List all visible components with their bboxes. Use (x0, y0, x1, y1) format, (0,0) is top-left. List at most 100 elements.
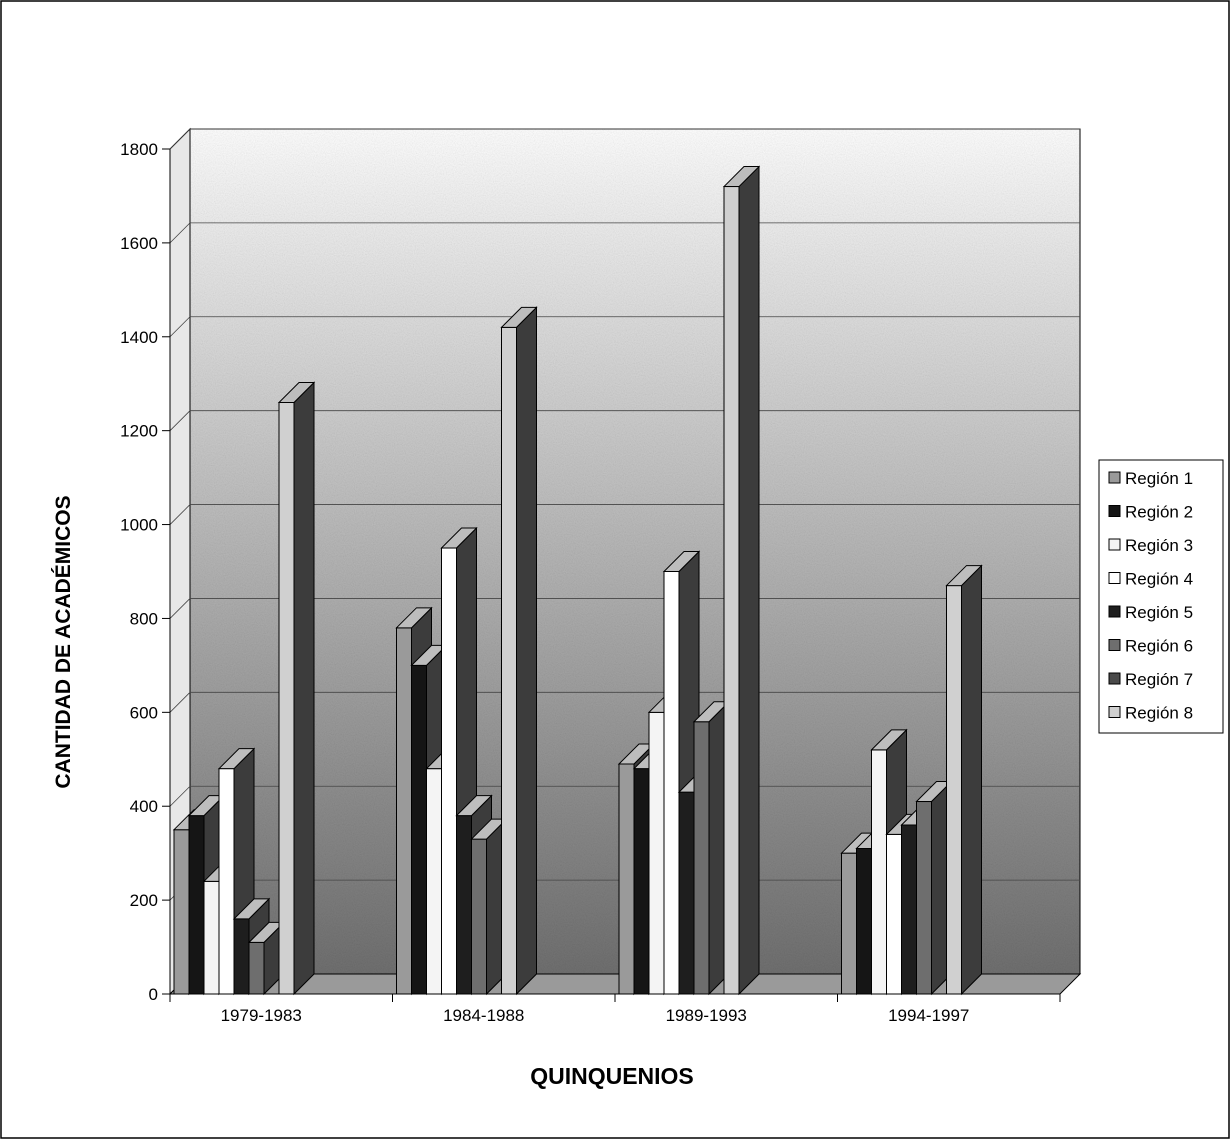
bar-front (411, 664, 427, 995)
legend-label: Región 5 (1125, 603, 1193, 622)
legend-label: Región 2 (1125, 503, 1193, 522)
bar-front (886, 833, 902, 995)
y-tick-label: 1800 (120, 140, 158, 159)
bar-top (440, 527, 478, 549)
legend-item: Región 6 (1108, 637, 1193, 656)
bar-top (945, 565, 983, 587)
legend-label: Región 6 (1125, 637, 1193, 656)
legend-swatch (1108, 605, 1121, 618)
bar-top (870, 729, 908, 751)
y-tick-label: 1400 (120, 328, 158, 347)
y-tick-label: 1200 (120, 422, 158, 441)
legend-item: Región 5 (1108, 603, 1193, 622)
bar-front (841, 852, 857, 995)
bar (722, 165, 761, 996)
x-axis-title: QUINQUENIOS (530, 1063, 694, 1089)
bar-front (248, 941, 265, 995)
legend-label: Región 4 (1125, 570, 1193, 589)
bar-top (395, 607, 433, 629)
legend-item: Región 7 (1108, 670, 1193, 689)
bar-top (217, 748, 256, 770)
legend-label: Región 1 (1125, 469, 1193, 488)
y-tick-label: 200 (130, 891, 158, 910)
x-axis: 1979-1983 1984-1988 1989-1993 1994-1997 (169, 993, 1061, 1025)
bar-front (441, 547, 457, 995)
legend-box (1098, 459, 1224, 734)
bar-top (455, 795, 493, 817)
x-tick-label: 1979-1983 (221, 1006, 302, 1025)
bar-front (618, 763, 635, 995)
y-tick-label: 1600 (120, 234, 158, 253)
bar-top (662, 551, 701, 572)
bar-top (500, 306, 538, 328)
bar-front (203, 880, 220, 995)
bar-top (277, 382, 316, 403)
legend: Región 1 Región 2 Región 3 Región 4 Región 5… (1098, 459, 1224, 734)
bar (945, 564, 983, 996)
y-axis-title: CANTIDAD DE ACADÉMICOS (52, 495, 75, 788)
legend-swatch (1108, 471, 1121, 484)
y-tick-label: 400 (130, 797, 158, 816)
bar-front (501, 326, 517, 995)
bars (172, 165, 983, 996)
legend-swatch (1108, 672, 1121, 685)
bar-front (278, 402, 295, 995)
bar-top (232, 898, 271, 920)
y-tick-label: 0 (149, 985, 158, 1004)
x-tick-label: 1984-1988 (443, 1006, 524, 1025)
bar-side (516, 306, 537, 996)
bar-front (426, 768, 442, 995)
side-gridline (169, 128, 191, 150)
legend-swatch (1108, 572, 1121, 584)
bar-front (471, 838, 487, 995)
legend-swatch (1108, 505, 1121, 517)
bar (500, 306, 538, 996)
bar-front (663, 571, 680, 995)
side-gridline (169, 222, 191, 244)
legend-label: Región 8 (1125, 704, 1193, 723)
bar (277, 381, 316, 996)
side-gridline (169, 316, 191, 338)
legend-item: Región 8 (1108, 704, 1193, 723)
side-gridline (169, 692, 191, 713)
side-gridline (169, 785, 191, 807)
legend-item: Región 2 (1108, 503, 1193, 522)
bar-front (946, 585, 962, 995)
bar-side (293, 381, 315, 996)
bar-front (901, 824, 917, 995)
bar-side (738, 165, 760, 996)
y-tick-label: 800 (130, 609, 158, 628)
bar-front (173, 829, 190, 995)
side-gridline (169, 504, 191, 525)
y-tick-label: 600 (130, 703, 158, 722)
bar-top (722, 166, 761, 188)
bar-front (456, 815, 472, 995)
bar-front (693, 721, 710, 995)
bar-front (723, 186, 740, 995)
bar-front (678, 791, 695, 995)
bar-front (648, 711, 665, 995)
legend-label: Región 7 (1125, 670, 1193, 689)
legend-item: Región 3 (1108, 536, 1193, 555)
y-tick-label: 1000 (120, 516, 158, 535)
legend-swatch (1108, 538, 1121, 551)
legend-swatch (1108, 639, 1121, 651)
x-tick-label: 1994-1997 (888, 1006, 969, 1025)
bar-front (633, 768, 650, 995)
bar-front (188, 815, 205, 995)
x-tick-label: 1989-1993 (666, 1006, 747, 1025)
bar-front (233, 918, 250, 995)
legend-item: Región 1 (1108, 469, 1193, 488)
side-gridline (169, 410, 191, 431)
legend-label: Región 3 (1125, 536, 1193, 555)
bar-side (961, 564, 982, 996)
bar-front (396, 627, 412, 995)
bar-front (856, 847, 872, 995)
plot-area: 0 200 400 600 800 1000 1200 1400 1600 1800 1979-1… (120, 127, 1082, 1025)
bar-front (871, 749, 887, 995)
bar-front (916, 801, 932, 995)
side-gridline (169, 598, 191, 619)
y-axis: 0 200 400 600 800 1000 1200 1400 1600 1800 (120, 140, 171, 1004)
legend-item: Región 4 (1108, 570, 1193, 589)
